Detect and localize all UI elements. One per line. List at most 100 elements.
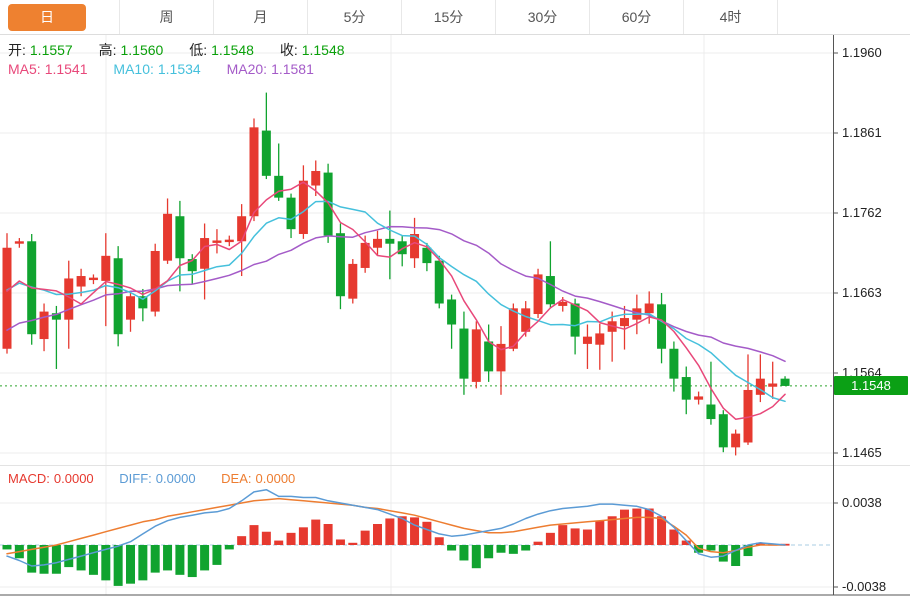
candle-body — [2, 247, 12, 349]
candle-body — [113, 258, 123, 335]
dea-label: DEA: — [221, 471, 252, 486]
ma-legend: MA5: 1.1541 MA10: 1.1534 MA20: 1.1581 — [8, 61, 318, 77]
candle-body — [14, 241, 24, 244]
macd-bar — [249, 525, 259, 545]
price-axis-label: 1.1861 — [842, 125, 882, 140]
macd-bar — [2, 545, 12, 550]
candle-body — [731, 433, 741, 448]
candle-body — [76, 276, 86, 287]
macd-bar — [545, 532, 555, 545]
macd-bar — [274, 540, 284, 545]
price-axis-label: 1.1762 — [842, 205, 882, 220]
candle-body — [212, 240, 222, 243]
macd-bar — [51, 545, 61, 574]
tab-60min[interactable]: 60分 — [590, 0, 684, 34]
macd-bar — [607, 516, 617, 545]
macd-bar — [212, 545, 222, 565]
tabbar-spacer — [778, 0, 910, 34]
candle-body — [570, 303, 580, 337]
candle-body — [471, 329, 481, 382]
candle-body — [644, 303, 654, 314]
macd-bar — [175, 545, 185, 575]
candle-body — [681, 377, 691, 400]
macd-bar — [385, 518, 395, 545]
ma20-value: 1.1581 — [271, 61, 314, 77]
dea-line — [6, 497, 786, 555]
macd-bar — [113, 545, 123, 586]
candle-body — [496, 343, 506, 372]
macd-bar — [101, 545, 111, 581]
candle-body — [138, 296, 148, 309]
macd-bar — [373, 524, 382, 545]
candle-body — [669, 348, 679, 379]
candle-body — [718, 414, 728, 448]
candle-body — [521, 308, 531, 332]
macd-axis-label: 0.0038 — [842, 495, 882, 510]
candle-body — [706, 404, 716, 420]
macd-legend: MACD: 0.0000 DIFF: 0.0000 DEA: 0.0000 — [8, 471, 299, 486]
tab-week[interactable]: 周 — [120, 0, 214, 34]
candle-body — [163, 213, 173, 261]
current-price-badge: 1.1548 — [834, 376, 908, 396]
candle-body — [311, 170, 321, 186]
macd-bar — [595, 520, 605, 545]
candle-body — [348, 263, 358, 299]
candle-body — [545, 276, 555, 305]
macd-bar — [39, 545, 49, 574]
macd-bar — [397, 516, 407, 545]
macd-bar — [558, 525, 568, 545]
macd-bar — [311, 519, 321, 545]
macd-bar — [323, 524, 333, 545]
tab-day[interactable]: 日 — [0, 0, 120, 34]
macd-axis-label: -0.0038 — [842, 579, 887, 594]
tab-15min[interactable]: 15分 — [402, 0, 496, 34]
macd-bar — [508, 545, 518, 554]
candle-body — [150, 250, 160, 312]
close-label: 收: — [279, 42, 298, 58]
ma10-label: MA10: — [113, 61, 154, 77]
tab-5min[interactable]: 5分 — [308, 0, 402, 34]
candle-body — [39, 311, 49, 340]
tab-4hour[interactable]: 4时 — [684, 0, 778, 34]
candle-body — [261, 130, 271, 176]
macd-bar — [27, 545, 37, 573]
low-value: 1.1548 — [211, 42, 254, 58]
candle-body — [187, 259, 197, 272]
tab-month[interactable]: 月 — [214, 0, 308, 34]
macd-bar — [657, 516, 667, 545]
macd-bar — [76, 545, 86, 571]
macd-bar — [459, 545, 469, 561]
candle-body — [422, 247, 432, 264]
candle-body — [397, 241, 407, 255]
candle-body — [582, 336, 592, 344]
candle-body — [755, 378, 765, 395]
macd-bar — [484, 545, 494, 559]
macd-bar — [422, 521, 432, 545]
chart-canvas[interactable]: 开: 1.1557 高: 1.1560 低: 1.1548 收: 1.1548 MA5:… — [0, 35, 910, 600]
macd-bar — [644, 508, 654, 545]
candle-body — [620, 318, 629, 327]
ma20-label: MA20: — [226, 61, 268, 77]
macd-bar — [533, 541, 543, 545]
macd-bar — [410, 517, 420, 545]
candle-body — [558, 301, 568, 306]
candle-body — [274, 175, 284, 198]
open-label: 开: — [8, 42, 26, 58]
dea-value: 0.0000 — [255, 471, 296, 486]
macd-bar — [187, 545, 197, 578]
price-axis-label: 1.1663 — [842, 285, 882, 300]
diff-line — [6, 488, 786, 567]
diff-label: DIFF: — [119, 471, 152, 486]
ohlc-legend: 开: 1.1557 高: 1.1560 低: 1.1548 收: 1.1548 — [8, 40, 349, 60]
macd-bar — [570, 528, 580, 545]
candle-body — [51, 313, 61, 320]
macd-value: 0.0000 — [53, 471, 94, 486]
candle-body — [200, 238, 210, 269]
price-axis-label: 1.1465 — [842, 445, 882, 460]
candle-body — [484, 341, 494, 372]
candle-body — [237, 216, 247, 242]
tab-30min[interactable]: 30分 — [496, 0, 590, 34]
candle-body — [768, 383, 778, 387]
high-label: 高: — [98, 42, 117, 58]
candle-body — [459, 328, 469, 379]
